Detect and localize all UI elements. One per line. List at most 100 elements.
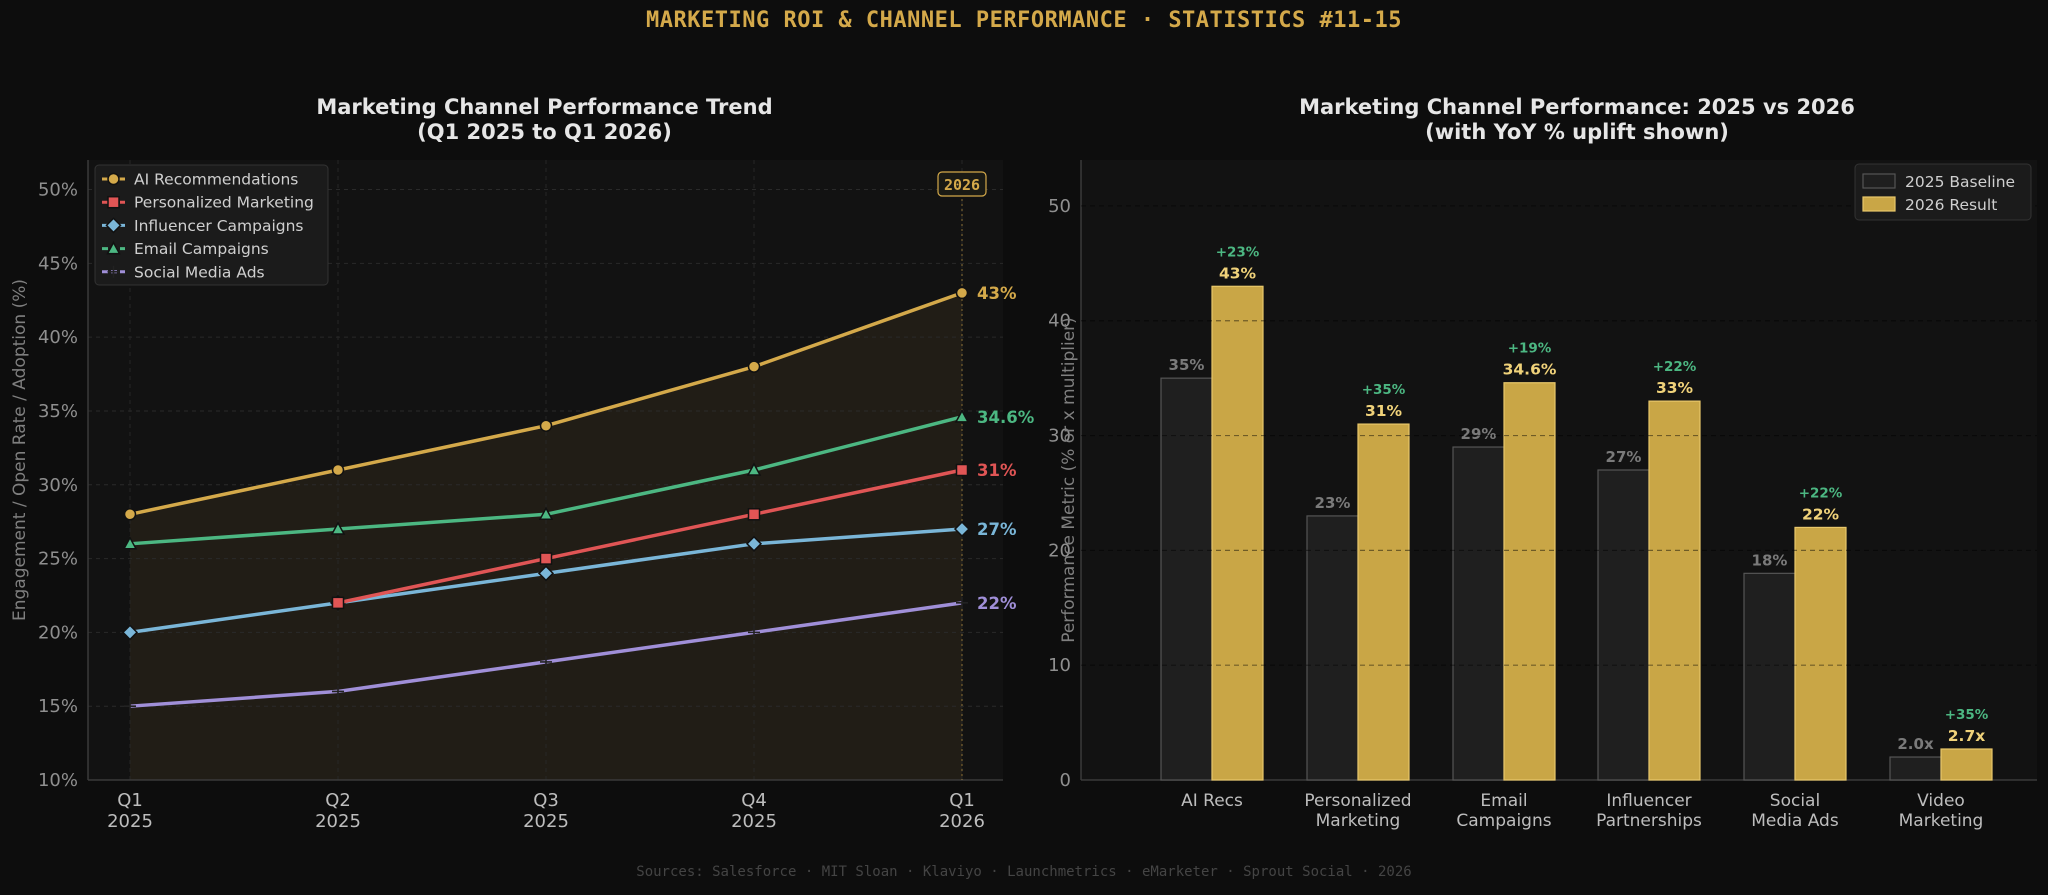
data-point: [332, 685, 344, 698]
legend-marker: [107, 195, 120, 209]
bar-result: [1211, 285, 1264, 781]
y-tick-label: 0: [1060, 770, 1071, 791]
x-tick-label: 2026: [939, 811, 985, 832]
bar-baseline: [1160, 377, 1213, 781]
category-label: AI Recs: [1181, 791, 1243, 811]
end-value-label: 34.6%: [977, 408, 1035, 427]
line-chart-title: Marketing Channel Performance Trend: [316, 95, 772, 119]
legend-label: Social Media Ads: [134, 263, 265, 281]
bar-result: [1648, 400, 1701, 781]
result-value-label: 22%: [1802, 505, 1840, 523]
baseline-value-label: 18%: [1752, 551, 1788, 569]
y-tick-label: 10%: [38, 770, 78, 791]
line-y-axis-label: Engagement / Open Rate / Adoption (%): [10, 279, 30, 621]
x-tick-label: Q3: [533, 790, 559, 811]
category-label: Marketing: [1899, 811, 1984, 831]
end-value-label: 31%: [977, 461, 1017, 480]
y-tick-label: 20: [1048, 540, 1071, 561]
category-label: Video: [1917, 791, 1965, 811]
data-point: [331, 463, 345, 477]
data-point: [122, 536, 138, 550]
y-tick-label: 25%: [38, 549, 78, 570]
y-tick-label: 20%: [38, 622, 78, 643]
y-tick-label: 35%: [38, 401, 78, 422]
baseline-value-label: 27%: [1606, 448, 1642, 466]
data-point: [954, 409, 970, 423]
line-legend: [94, 164, 329, 286]
data-point: [747, 508, 761, 521]
y-tick-label: 30%: [38, 475, 78, 496]
bar-legend: [1854, 163, 2032, 221]
legend-label: AI Recommendations: [134, 171, 298, 189]
category-label: Influencer: [1606, 791, 1691, 811]
data-point: [745, 535, 763, 552]
legend-label: Influencer Campaigns: [134, 217, 304, 235]
legend-label: 2025 Baseline: [1905, 173, 2015, 191]
bar-baseline: [1889, 756, 1942, 781]
baseline-value-label: 2.0x: [1897, 735, 1934, 753]
y-tick-label: 10: [1048, 655, 1071, 676]
bar-baseline: [1597, 469, 1650, 781]
bar-result: [1794, 526, 1847, 781]
uplift-label: +22%: [1799, 485, 1843, 501]
category-label: Social: [1770, 791, 1820, 811]
y-tick-label: 50: [1048, 196, 1071, 217]
legend-marker: [107, 172, 120, 186]
uplift-label: +22%: [1653, 359, 1697, 375]
bar-result: [1940, 748, 1993, 781]
main-title: MARKETING ROI & CHANNEL PERFORMANCE · ST…: [646, 8, 1402, 33]
legend-swatch-result: [1862, 196, 1896, 212]
data-point: [537, 565, 555, 582]
x-tick-label: 2025: [107, 811, 153, 832]
end-value-label: 43%: [977, 284, 1017, 303]
data-point: [330, 521, 346, 535]
result-value-label: 43%: [1219, 264, 1257, 282]
data-point: [955, 463, 969, 477]
data-point: [121, 624, 139, 641]
baseline-value-label: 35%: [1169, 356, 1205, 374]
category-label: Media Ads: [1751, 811, 1839, 831]
legend-label: 2026 Result: [1905, 196, 1997, 214]
y-tick-label: 40%: [38, 327, 78, 348]
year-marker-label: 2026: [944, 176, 980, 194]
result-value-label: 2.7x: [1948, 727, 1985, 745]
data-point: [956, 596, 968, 609]
end-value-label: 22%: [977, 594, 1017, 613]
result-value-label: 31%: [1365, 402, 1403, 420]
category-label: Personalized: [1304, 791, 1411, 811]
line-chart-subtitle: (Q1 2025 to Q1 2026): [417, 120, 672, 144]
bar-result: [1503, 382, 1556, 781]
data-point: [124, 700, 136, 713]
data-point: [540, 655, 552, 668]
end-value-label: 27%: [977, 520, 1017, 539]
uplift-label: +35%: [1362, 382, 1406, 398]
result-value-label: 33%: [1656, 379, 1694, 397]
data-point: [746, 462, 762, 476]
year-marker-box: [937, 171, 987, 197]
legend-swatch-baseline: [1862, 173, 1896, 189]
y-tick-label: 40: [1048, 311, 1071, 332]
data-point: [955, 286, 969, 300]
bar-chart-subtitle: (with YoY % uplift shown): [1425, 120, 1729, 144]
bar-baseline: [1452, 446, 1505, 781]
uplift-label: +23%: [1216, 244, 1260, 260]
x-tick-label: 2025: [315, 811, 361, 832]
data-point: [539, 552, 553, 565]
baseline-value-label: 23%: [1315, 494, 1351, 512]
bar-chart-title: Marketing Channel Performance: 2025 vs 2…: [1299, 95, 1855, 119]
x-tick-label: Q1: [117, 790, 143, 811]
result-value-label: 34.6%: [1503, 361, 1557, 379]
y-tick-label: 15%: [38, 696, 78, 717]
category-label: Partnerships: [1596, 811, 1702, 831]
data-point: [953, 520, 971, 538]
data-point: [747, 360, 761, 373]
baseline-value-label: 29%: [1461, 425, 1497, 443]
y-tick-label: 30: [1048, 426, 1071, 447]
category-label: Campaigns: [1456, 811, 1551, 831]
category-label: Email: [1480, 791, 1527, 811]
data-point: [538, 506, 554, 521]
data-point: [123, 508, 137, 521]
data-point: [331, 596, 345, 610]
bar-baseline: [1306, 515, 1359, 781]
